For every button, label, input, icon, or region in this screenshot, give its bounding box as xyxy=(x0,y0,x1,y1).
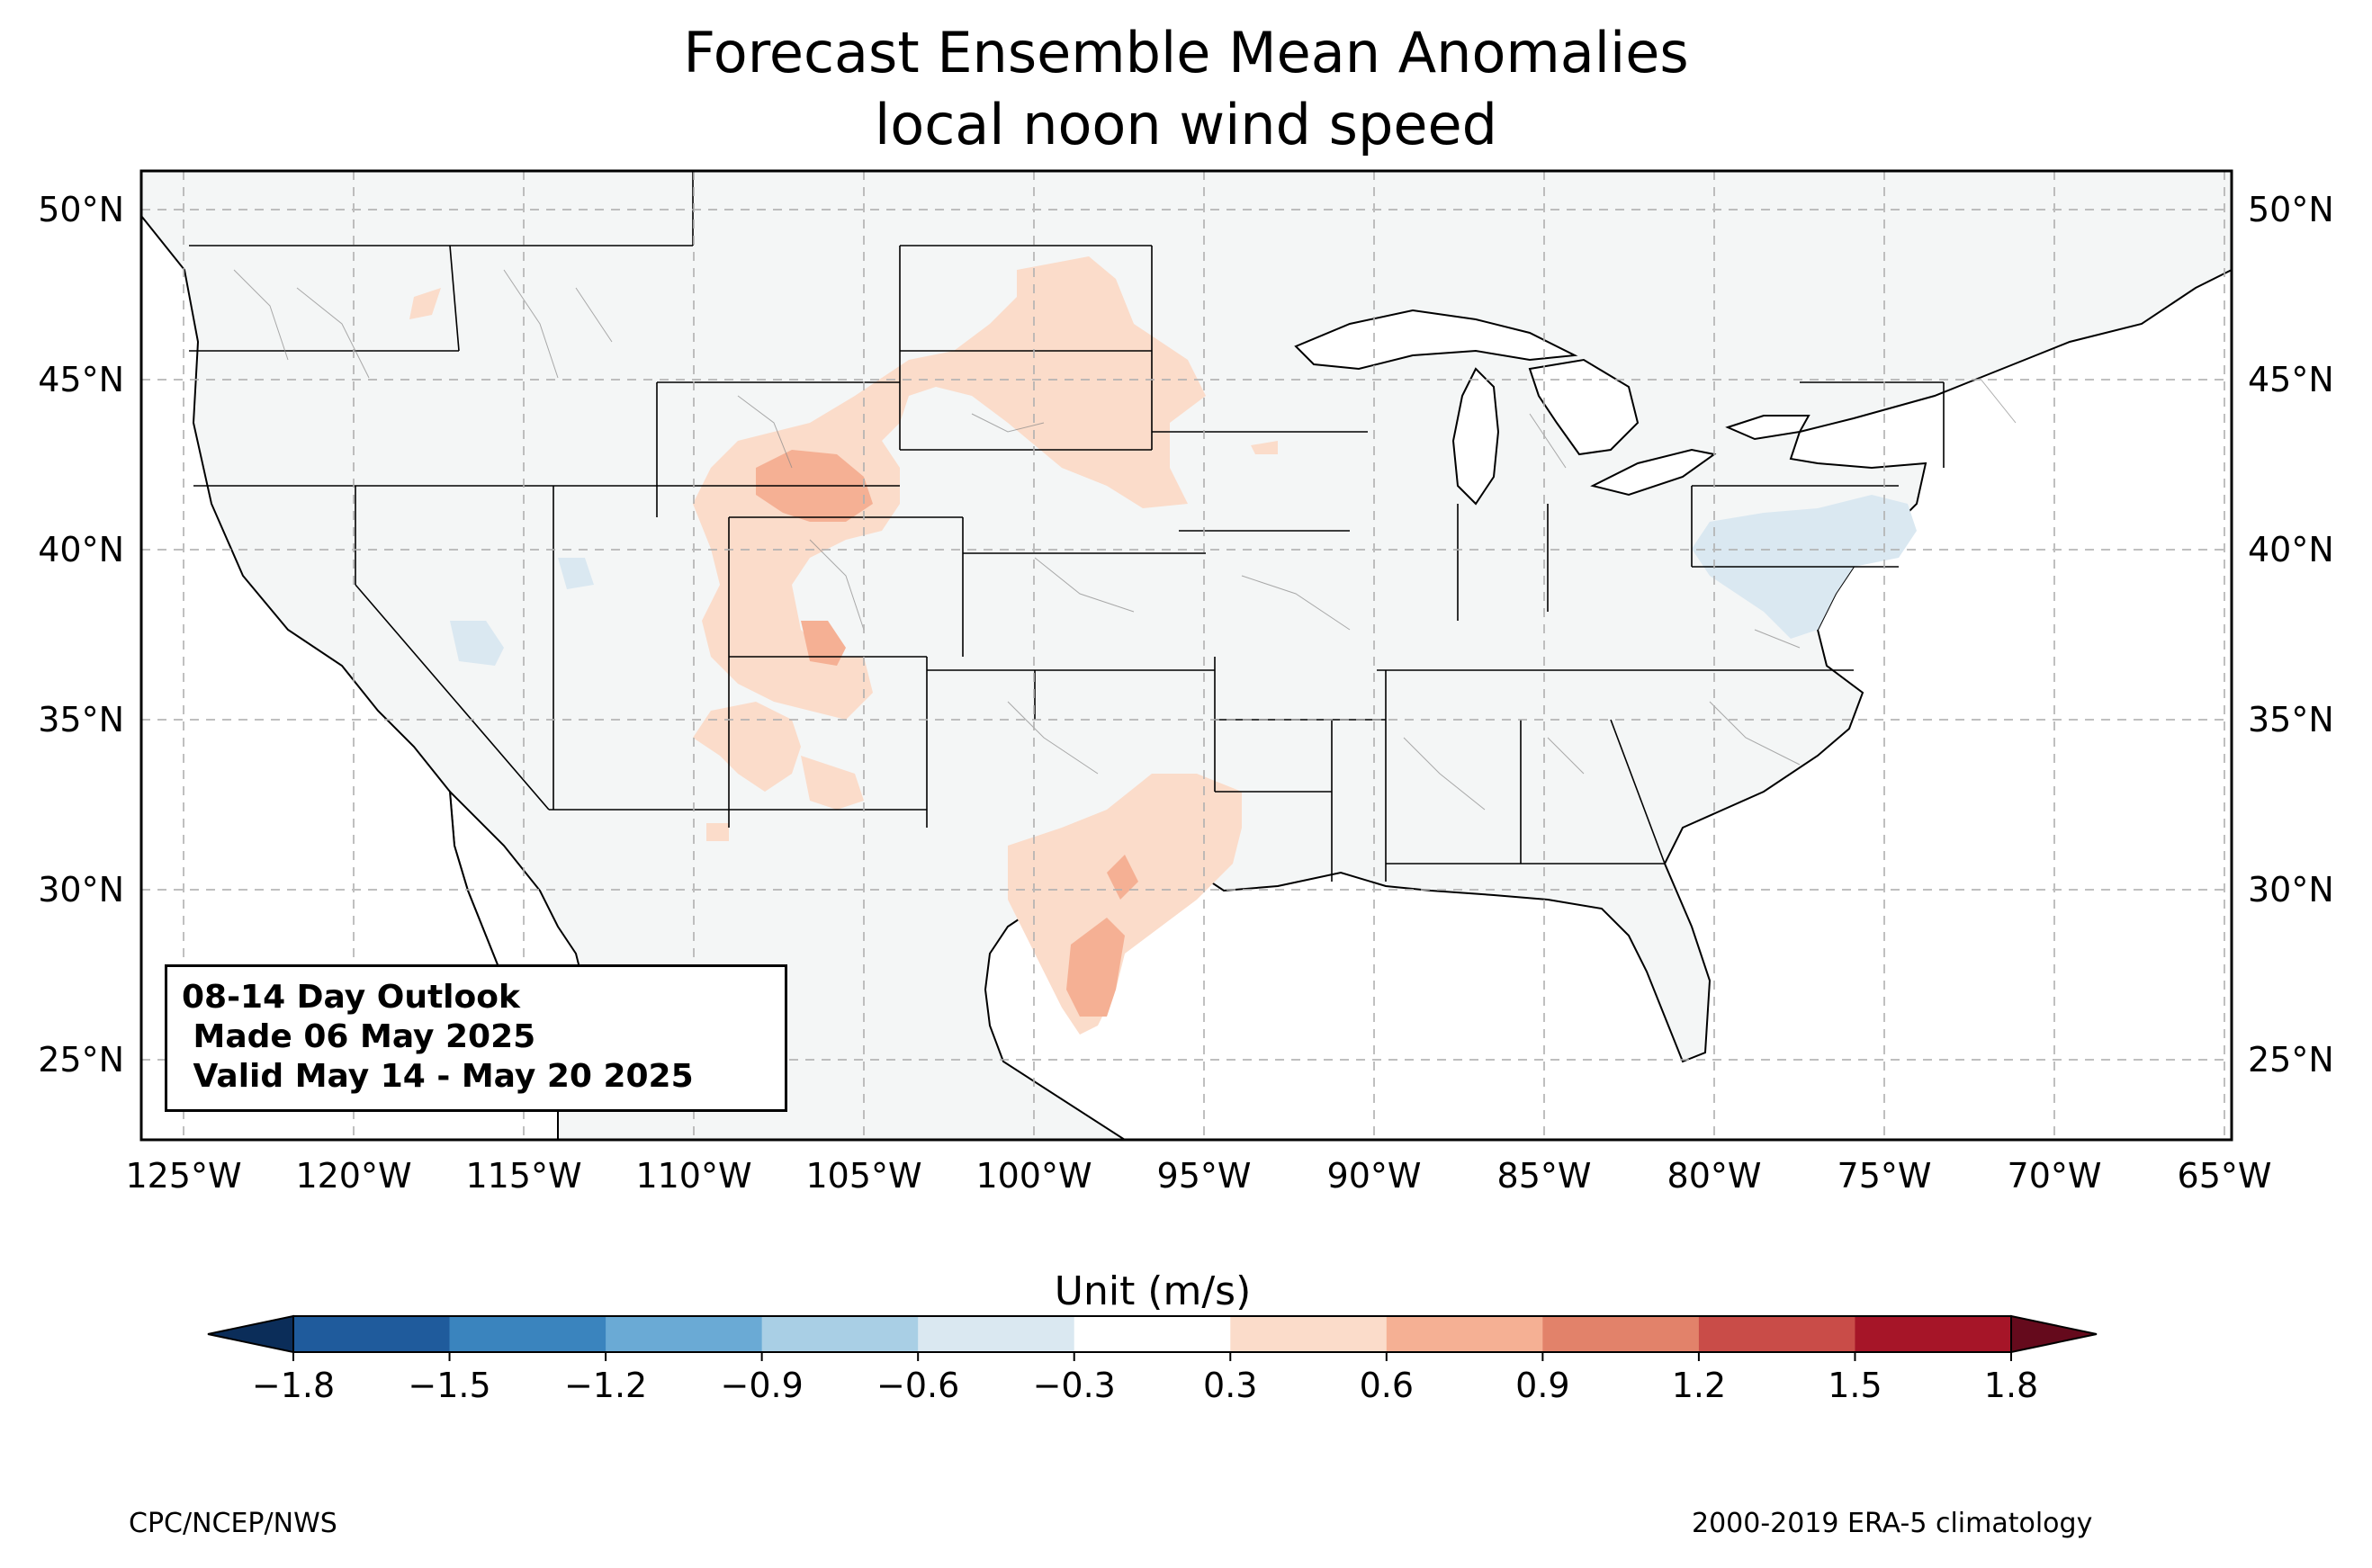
colorbar xyxy=(207,1314,2098,1354)
colorbar-tick-label: −0.3 xyxy=(1033,1366,1116,1405)
map-area xyxy=(141,171,2232,1140)
chart-title: Forecast Ensemble Mean Anomalies xyxy=(683,20,1689,85)
colorbar-segment xyxy=(918,1316,1075,1352)
lake-superior xyxy=(1294,309,1578,371)
footer-climatology: 2000-2019 ERA-5 climatology xyxy=(1692,1508,2093,1539)
colorbar-segment xyxy=(1542,1316,1700,1352)
colorbar-tick-label: 0.9 xyxy=(1515,1366,1569,1405)
colorbar-segment xyxy=(606,1316,763,1352)
county-lines xyxy=(233,269,2017,811)
lon-label: 105°W xyxy=(805,1156,921,1196)
colorbar-tick-label: 1.2 xyxy=(1672,1366,1726,1405)
chart-subtitle: local noon wind speed xyxy=(875,92,1497,157)
colorbar-segment xyxy=(1386,1316,1543,1352)
colorbar-tick-label: −1.8 xyxy=(252,1366,335,1405)
colorbar-tick-label: −0.6 xyxy=(876,1366,959,1405)
colorbar-tick-label: 0.6 xyxy=(1360,1366,1414,1405)
lon-label: 110°W xyxy=(635,1156,751,1196)
colorbar-segment xyxy=(1230,1316,1388,1352)
lon-label: 90°W xyxy=(1327,1156,1422,1196)
lon-label: 80°W xyxy=(1667,1156,1762,1196)
lat-label: 45°N xyxy=(2248,360,2334,399)
lat-label: 35°N xyxy=(2248,700,2334,739)
colorbar-tick-label: −0.9 xyxy=(720,1366,803,1405)
lat-label: 30°N xyxy=(2248,870,2334,909)
colorbar-segment xyxy=(449,1316,606,1352)
lat-label: 25°N xyxy=(2248,1040,2334,1080)
footer-source: CPC/NCEP/NWS xyxy=(129,1508,337,1539)
colorbar-label: Unit (m/s) xyxy=(1055,1268,1252,1314)
lon-label: 70°W xyxy=(2008,1156,2102,1196)
outlook-period: 08-14 Day Outlook xyxy=(182,979,520,1016)
lon-label: 125°W xyxy=(125,1156,241,1196)
colorbar-tick-label: 1.5 xyxy=(1828,1366,1882,1405)
lake-ontario xyxy=(1725,415,1810,441)
colorbar-tick-label: −1.2 xyxy=(564,1366,647,1405)
colorbar-ticks: −1.8 −1.5 −1.2 −0.9 −0.6 −0.3 0.3 0.6 0.9 1.2 1.5 1… xyxy=(252,1352,2038,1405)
colorbar-tick-label: −1.5 xyxy=(408,1366,490,1405)
latitude-labels-right: 50°N 45°N 40°N 35°N 30°N 25°N xyxy=(2248,190,2334,1080)
lat-label: 50°N xyxy=(2248,190,2334,229)
colorbar-segment xyxy=(761,1316,919,1352)
colorbar-frame xyxy=(292,1315,2012,1353)
lon-label: 75°W xyxy=(1837,1156,1932,1196)
colorbar-segment xyxy=(1074,1316,1231,1352)
lon-label: 85°W xyxy=(1497,1156,1592,1196)
lat-label: 30°N xyxy=(38,870,124,909)
outlook-info-box: 08-14 Day Outlook Made 06 May 2025 Valid… xyxy=(165,964,787,1112)
state-borders xyxy=(189,171,1945,882)
colorbar-extend-low xyxy=(207,1314,294,1354)
colorbar-extend-high xyxy=(2010,1314,2098,1354)
lat-label: 40°N xyxy=(2248,530,2334,569)
lat-label: 25°N xyxy=(38,1040,124,1080)
lon-label: 115°W xyxy=(465,1156,581,1196)
colorbar-tick-label: 0.3 xyxy=(1203,1366,1257,1405)
lon-label: 95°W xyxy=(1157,1156,1252,1196)
colorbar-segment xyxy=(1698,1316,1855,1352)
longitude-labels: 125°W 120°W 115°W 110°W 105°W 100°W 95°W… xyxy=(125,1156,2271,1196)
colorbar-tick-label: 1.8 xyxy=(1984,1366,2038,1405)
lat-label: 35°N xyxy=(38,700,124,739)
lake-michigan xyxy=(1451,367,1500,506)
map-frame xyxy=(139,169,2233,1142)
lat-label: 40°N xyxy=(38,530,124,569)
lon-label: 100°W xyxy=(975,1156,1092,1196)
map-gridlines xyxy=(141,171,2232,1140)
lat-label: 50°N xyxy=(38,190,124,229)
outlook-valid-range: Valid May 14 - May 20 2025 xyxy=(182,1058,694,1095)
latitude-labels-left: 50°N 45°N 40°N 35°N 30°N 25°N xyxy=(38,190,124,1080)
lon-label: 65°W xyxy=(2178,1156,2272,1196)
colorbar-segment xyxy=(1855,1316,2012,1352)
outlook-made-date: Made 06 May 2025 xyxy=(182,1018,536,1055)
colorbar-segment xyxy=(293,1316,451,1352)
lon-label: 120°W xyxy=(295,1156,411,1196)
positive-anomalies xyxy=(409,256,1278,1035)
lat-label: 45°N xyxy=(38,360,124,399)
